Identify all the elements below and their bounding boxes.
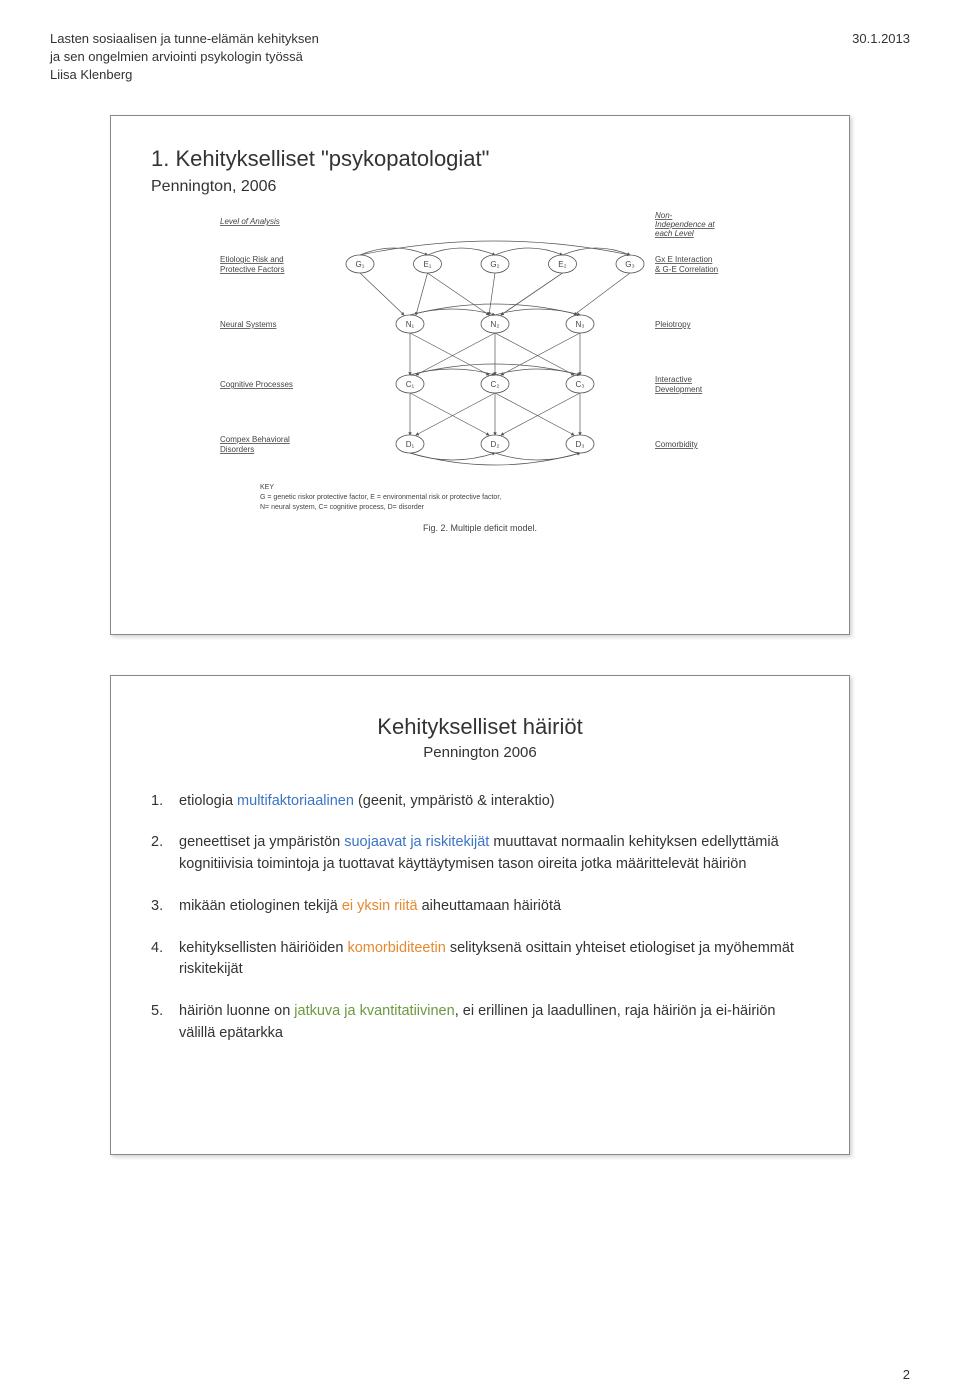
svg-text:Non-: Non- [655, 211, 673, 220]
svg-text:Gx E Interaction: Gx E Interaction [655, 255, 712, 264]
point-number: 3. [151, 896, 179, 918]
point-text: geneettiset ja ympäristön suojaavat ja r… [179, 832, 809, 876]
header-line-2: ja sen ongelmien arviointi psykologin ty… [50, 48, 319, 66]
point-number: 1. [151, 791, 179, 813]
header-line-1: Lasten sosiaalisen ja tunne-elämän kehit… [50, 30, 319, 48]
svg-text:N₂: N₂ [491, 320, 500, 329]
point-4: 4.kehityksellisten häiriöiden komorbidit… [151, 938, 809, 982]
svg-text:Pleiotropy: Pleiotropy [655, 320, 691, 329]
point-number: 4. [151, 938, 179, 982]
svg-text:D₃: D₃ [575, 440, 584, 449]
slide-1-title: 1. Kehitykselliset "psykopatologiat" [151, 146, 809, 172]
svg-text:E₁: E₁ [423, 260, 431, 269]
svg-text:N= neural system, C= cognitive: N= neural system, C= cognitive process, … [260, 504, 425, 511]
svg-text:C₃: C₃ [575, 380, 584, 389]
slide-2: Kehitykselliset häiriöt Pennington 2006 … [110, 675, 850, 1155]
svg-text:G₃: G₃ [625, 260, 634, 269]
point-text: mikään etiologinen tekijä ei yksin riitä… [179, 896, 809, 918]
svg-text:G₁: G₁ [356, 260, 365, 269]
point-1: 1.etiologia multifaktoriaalinen (geenit,… [151, 791, 809, 813]
point-5: 5.häiriön luonne on jatkuva ja kvantitat… [151, 1001, 809, 1045]
svg-text:G = genetic riskor protective: G = genetic riskor protective factor, E … [260, 494, 501, 501]
svg-text:Level of Analysis: Level of Analysis [220, 217, 280, 226]
svg-text:each Level: each Level [655, 229, 694, 238]
svg-text:D₂: D₂ [491, 440, 500, 449]
svg-text:& G-E Correlation: & G-E Correlation [655, 265, 718, 274]
svg-text:Disorders: Disorders [220, 445, 254, 454]
header-left: Lasten sosiaalisen ja tunne-elämän kehit… [50, 30, 319, 85]
svg-text:Interactive: Interactive [655, 375, 692, 384]
svg-text:D₁: D₁ [406, 440, 415, 449]
svg-text:G₂: G₂ [490, 260, 499, 269]
svg-text:E₂: E₂ [558, 260, 566, 269]
header-date: 30.1.2013 [852, 30, 910, 85]
svg-text:Development: Development [655, 385, 703, 394]
svg-text:N₁: N₁ [406, 320, 415, 329]
point-number: 2. [151, 832, 179, 876]
svg-text:C₂: C₂ [491, 380, 500, 389]
slide-1-subtitle: Pennington, 2006 [151, 178, 809, 196]
svg-text:Fig. 2. Multiple deficit model: Fig. 2. Multiple deficit model. [423, 523, 537, 533]
svg-text:Compex Behavioral: Compex Behavioral [220, 435, 290, 444]
point-text: etiologia multifaktoriaalinen (geenit, y… [179, 791, 809, 813]
svg-text:KEY: KEY [260, 484, 274, 491]
point-3: 3.mikään etiologinen tekijä ei yksin rii… [151, 896, 809, 918]
svg-text:Cognitive Processes: Cognitive Processes [220, 380, 293, 389]
svg-text:Protective Factors: Protective Factors [220, 265, 284, 274]
svg-text:N₃: N₃ [575, 320, 584, 329]
svg-text:C₁: C₁ [406, 380, 415, 389]
header-line-3: Liisa Klenberg [50, 66, 319, 84]
page-number: 2 [903, 1367, 910, 1382]
point-text: häiriön luonne on jatkuva ja kvantitatii… [179, 1001, 809, 1045]
slide-2-title: Kehitykselliset häiriöt [151, 714, 809, 740]
figure-wrap: Level of Analysis Non-Independence ateach… [151, 206, 809, 586]
page-header: Lasten sosiaalisen ja tunne-elämän kehit… [50, 30, 910, 85]
svg-text:Etiologic Risk and: Etiologic Risk and [220, 255, 284, 264]
svg-text:Independence at: Independence at [655, 220, 715, 229]
point-text: kehityksellisten häiriöiden komorbiditee… [179, 938, 809, 982]
svg-text:Comorbidity: Comorbidity [655, 440, 698, 449]
svg-text:Neural Systems: Neural Systems [220, 320, 276, 329]
slide-1: 1. Kehitykselliset "psykopatologiat" Pen… [110, 115, 850, 635]
point-number: 5. [151, 1001, 179, 1045]
multiple-deficit-model-figure: Level of Analysis Non-Independence ateach… [210, 206, 750, 586]
point-2: 2.geneettiset ja ympäristön suojaavat ja… [151, 832, 809, 876]
points-list: 1.etiologia multifaktoriaalinen (geenit,… [151, 791, 809, 1045]
slide-2-subtitle: Pennington 2006 [151, 744, 809, 761]
